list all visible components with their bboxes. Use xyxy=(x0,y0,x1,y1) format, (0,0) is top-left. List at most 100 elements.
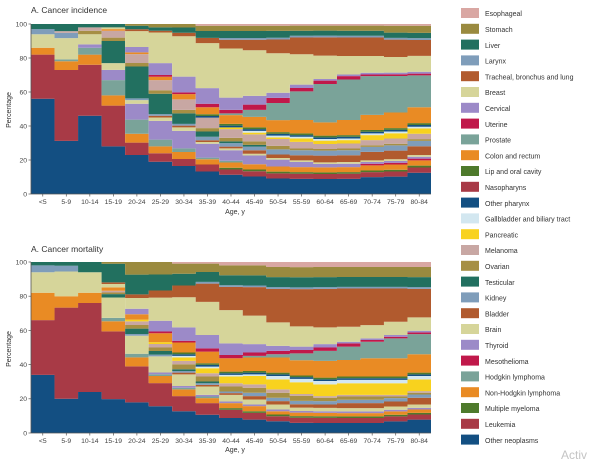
legend-swatch xyxy=(461,276,479,287)
legend-swatch xyxy=(461,118,479,129)
incidence-x-tick-label: 15-19 xyxy=(105,199,123,206)
legend-swatch xyxy=(461,292,479,303)
incidence-x-tick-label: 65-69 xyxy=(340,199,358,206)
legend-label: Lip and oral cavity xyxy=(485,169,542,176)
legend-swatch xyxy=(461,8,479,18)
legend-label: Mesothelioma xyxy=(485,359,529,366)
legend-item-nasopharyns: Nasopharyns xyxy=(461,181,527,192)
legend-label: Non-Hodgkin lymphoma xyxy=(485,390,560,397)
legend-item-ovarian: Ovarian xyxy=(461,260,510,271)
legend-item-breast: Breast xyxy=(461,87,505,97)
legend-item-hodgkin-lymphoma: Hodgkin lymphoma xyxy=(461,371,545,382)
legend-label: Pancreatic xyxy=(485,232,519,239)
incidence-title: A. Cancer incidence xyxy=(31,5,107,15)
incidence-x-tick-label: 50-54 xyxy=(269,199,287,206)
legend-item-gallbladder-and-biliary-tract: Gallbladder and biliary tract xyxy=(461,213,570,224)
legend-item-leukemia: Leukemia xyxy=(461,418,515,429)
legend-item-prostate: Prostate xyxy=(461,134,511,145)
mortality-series-colon-and-rectum xyxy=(31,265,431,378)
legend-swatch xyxy=(461,102,479,113)
mortality-x-tick-label: 15-19 xyxy=(105,438,123,445)
legend-swatch xyxy=(461,229,479,240)
mortality-x-tick-label: 25-29 xyxy=(152,438,170,445)
mortality-x-tick-label: 30-34 xyxy=(175,438,193,445)
mortality-y-tick-label: 80 xyxy=(19,294,27,301)
incidence-x-tick-label: 55-59 xyxy=(293,199,311,206)
mortality-title: A. Cancer mortality xyxy=(31,244,104,254)
incidence-x-tick-label: 35-39 xyxy=(199,199,217,206)
legend-item-pancreatic: Pancreatic xyxy=(461,229,519,239)
mortality-x-tick-label: <5 xyxy=(39,438,47,445)
incidence-series-hodgkin-lymphoma xyxy=(31,47,431,168)
incidence-x-tick-label: 5-9 xyxy=(61,199,71,206)
mortality-x-axis-label: Age, y xyxy=(225,447,245,454)
incidence-series-stomach xyxy=(31,24,431,33)
incidence-y-axis-label: Percentage xyxy=(6,92,13,128)
incidence-x-tick-label: 70-74 xyxy=(363,199,381,206)
incidence-y-tick-label: 80 xyxy=(19,55,27,62)
mortality-axes: 0 20 40 60 80 100 <5 5-9 10-14 15-19 20-24 25-29 30-… xyxy=(16,259,431,445)
legend-swatch xyxy=(461,134,479,145)
legend-item-uterine: Uterine xyxy=(461,118,508,129)
mortality-y-axis-label: Percentage xyxy=(6,331,13,367)
legend-label: Breast xyxy=(485,90,505,97)
legend-label: Ovarian xyxy=(485,264,510,271)
incidence-x-tick-label: 40-44 xyxy=(222,199,240,206)
legend-label: Hodgkin lymphoma xyxy=(485,375,545,382)
mortality-series-tracheal-bronchus-and-lung xyxy=(31,265,431,328)
mortality-series-other-neoplasms xyxy=(31,374,431,433)
legend-swatch xyxy=(461,339,479,350)
mortality-series-liver xyxy=(31,262,431,295)
legend-swatch xyxy=(461,150,479,161)
mortality-x-tick-label: 10-14 xyxy=(81,438,99,445)
incidence-series-other-neoplasms xyxy=(31,98,431,194)
legend-swatch xyxy=(461,87,479,97)
legend-item-brain: Brain xyxy=(461,324,501,334)
legend-swatch xyxy=(461,371,479,382)
incidence-series-tracheal-bronchus-and-lung xyxy=(31,27,431,57)
incidence-x-tick-label: 80-84 xyxy=(411,199,429,206)
mortality-x-tick-label: 55-59 xyxy=(293,438,311,445)
mortality-x-tick-label: 60-64 xyxy=(316,438,334,445)
legend-swatch xyxy=(461,245,479,255)
incidence-series-breast xyxy=(31,27,431,98)
legend-item-lip-and-oral-cavity: Lip and oral cavity xyxy=(461,166,542,176)
incidence-series-prostate xyxy=(31,27,431,123)
legend-label: Brain xyxy=(485,327,501,334)
legend-swatch xyxy=(461,166,479,176)
legend-label: Other neoplasms xyxy=(485,438,539,445)
incidence-series-melanoma xyxy=(31,27,431,149)
mortality-x-tick-label: 80-84 xyxy=(411,438,429,445)
mortality-x-tick-label: 70-74 xyxy=(363,438,381,445)
incidence-y-tick-label: 40 xyxy=(19,123,27,130)
mortality-x-tick-label: 5-9 xyxy=(61,438,71,445)
incidence-x-tick-label: <5 xyxy=(39,199,47,206)
legend-swatch xyxy=(461,418,479,429)
mortality-x-tick-label: 45-49 xyxy=(246,438,264,445)
incidence-x-tick-label: 30-34 xyxy=(175,199,193,206)
incidence-series-leukemia xyxy=(31,54,431,179)
mortality-series-brain xyxy=(31,271,431,412)
incidence-x-tick-label: 25-29 xyxy=(152,199,170,206)
legend-swatch xyxy=(461,387,479,398)
mortality-series-breast xyxy=(31,265,431,347)
legend-swatch xyxy=(461,39,479,50)
legend-label: Liver xyxy=(485,43,501,50)
mortality-series-non-hodgkin-lymphoma xyxy=(31,292,431,417)
incidence-x-tick-label: 60-64 xyxy=(316,199,334,206)
legend-label: Multiple myeloma xyxy=(485,406,540,413)
incidence-x-tick-label: 10-14 xyxy=(81,199,99,206)
mortality-x-tick-label: 20-24 xyxy=(128,438,146,445)
legend-label: Prostate xyxy=(485,138,511,145)
mortality-series-esophageal xyxy=(31,262,431,268)
incidence-x-tick-label: 20-24 xyxy=(128,199,146,206)
incidence-x-tick-label: 75-79 xyxy=(387,199,405,206)
mortality-x-tick-label: 75-79 xyxy=(387,438,405,445)
incidence-series-liver xyxy=(31,24,431,39)
legend-label: Gallbladder and biliary tract xyxy=(485,217,570,224)
incidence-areas xyxy=(31,24,431,194)
mortality-areas xyxy=(31,262,431,433)
legend-item-liver: Liver xyxy=(461,39,501,50)
legend-label: Esophageal xyxy=(485,11,522,18)
legend-label: Leukemia xyxy=(485,422,515,429)
